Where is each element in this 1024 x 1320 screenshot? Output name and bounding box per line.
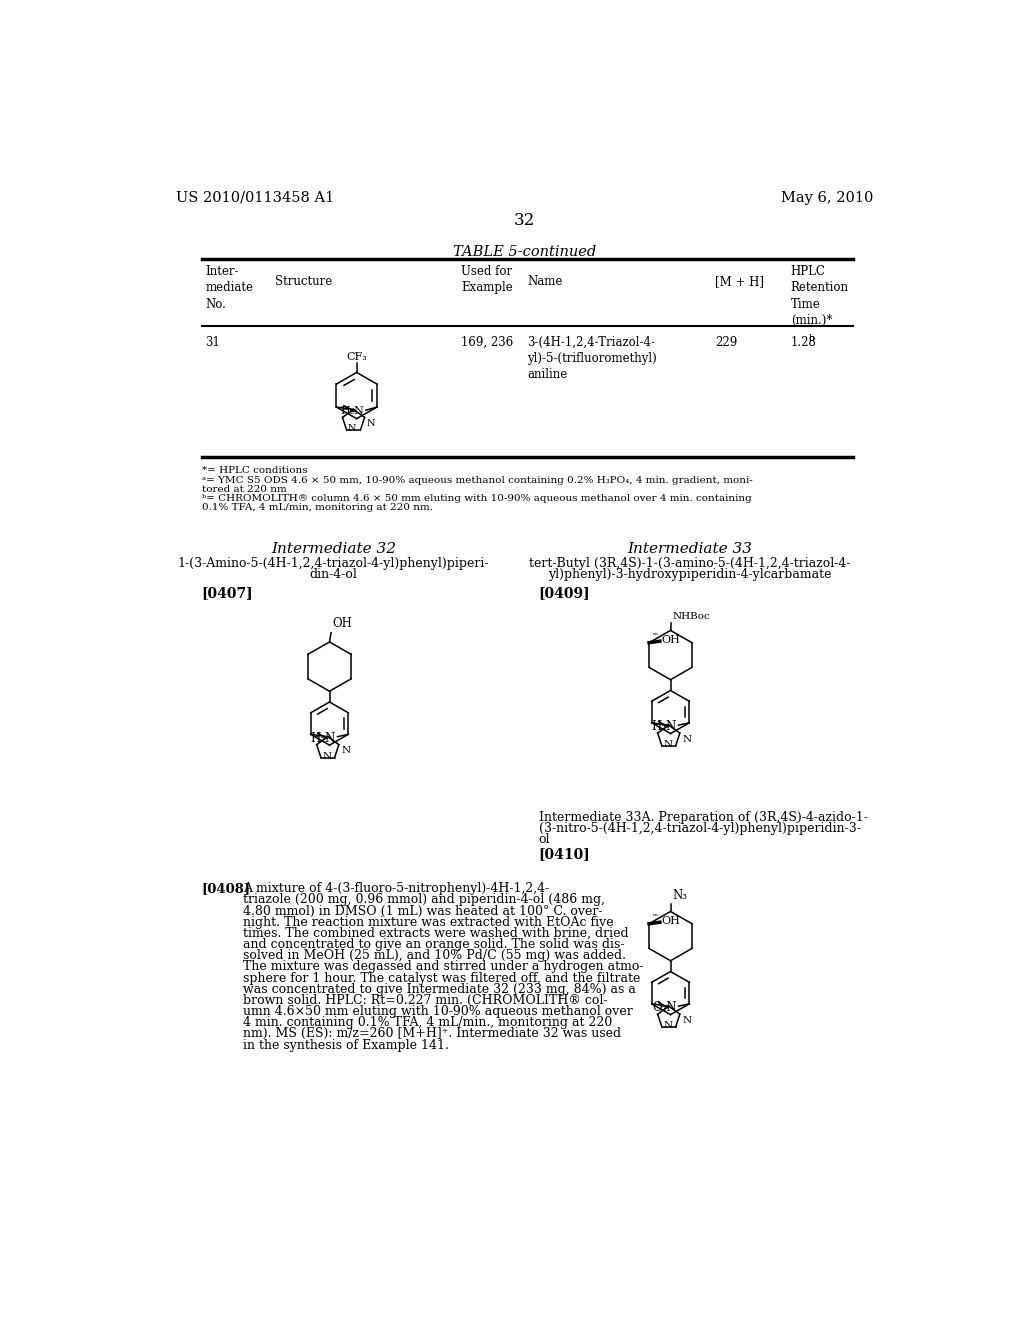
Text: Intermediate 33: Intermediate 33 (628, 543, 753, 556)
Text: 32: 32 (514, 213, 536, 230)
Text: HPLC
Retention
Time
(min.)*: HPLC Retention Time (min.)* (791, 264, 849, 327)
Text: b: b (809, 334, 815, 343)
Text: sphere for 1 hour. The catalyst was filtered off, and the filtrate: sphere for 1 hour. The catalyst was filt… (243, 972, 640, 985)
Text: ᵇ= CHROMOLITH® column 4.6 × 50 mm eluting with 10-90% aqueous methanol over 4 mi: ᵇ= CHROMOLITH® column 4.6 × 50 mm elutin… (202, 494, 752, 503)
Text: nm). MS (ES): m/z=260 [M+H]⁺. Intermediate 32 was used: nm). MS (ES): m/z=260 [M+H]⁺. Intermedia… (243, 1027, 621, 1040)
Text: CF₃: CF₃ (346, 351, 367, 362)
Text: (3-nitro-5-(4H-1,2,4-triazol-4-yl)phenyl)piperidin-3-: (3-nitro-5-(4H-1,2,4-triazol-4-yl)phenyl… (539, 822, 860, 836)
Text: in the synthesis of Example 141.: in the synthesis of Example 141. (243, 1039, 449, 1052)
Text: ol: ol (539, 833, 550, 846)
Text: 229: 229 (716, 335, 737, 348)
Text: US 2010/0113458 A1: US 2010/0113458 A1 (176, 191, 334, 205)
Text: times. The combined extracts were washed with brine, dried: times. The combined extracts were washed… (243, 927, 629, 940)
Text: H₂N: H₂N (651, 721, 677, 733)
Text: OH: OH (662, 635, 680, 645)
Text: [0408]: [0408] (202, 882, 251, 895)
Text: 0.1% TFA, 4 mL/min, monitoring at 220 nm.: 0.1% TFA, 4 mL/min, monitoring at 220 nm… (202, 503, 432, 512)
Text: [0410]: [0410] (539, 847, 591, 861)
Text: N: N (664, 741, 673, 748)
Text: N: N (348, 424, 356, 433)
Text: 1-(3-Amino-5-(4H-1,2,4-triazol-4-yl)phenyl)piperi-: 1-(3-Amino-5-(4H-1,2,4-triazol-4-yl)phen… (177, 557, 489, 570)
Text: tored at 220 nm: tored at 220 nm (202, 484, 287, 494)
Text: The mixture was degassed and stirred under a hydrogen atmo-: The mixture was degassed and stirred und… (243, 961, 643, 973)
Text: triazole (200 mg, 0.96 mmol) and piperidin-4-ol (486 mg,: triazole (200 mg, 0.96 mmol) and piperid… (243, 894, 605, 907)
Text: 4.80 mmol) in DMSO (1 mL) was heated at 100° C. over-: 4.80 mmol) in DMSO (1 mL) was heated at … (243, 904, 602, 917)
Text: [0409]: [0409] (539, 586, 591, 599)
Text: OH: OH (333, 618, 352, 631)
Text: brown solid. HPLC: Rt=0.227 min. (CHROMOLITH® col-: brown solid. HPLC: Rt=0.227 min. (CHROMO… (243, 994, 607, 1007)
Text: A mixture of 4-(3-fluoro-5-nitrophenyl)-4H-1,2,4-: A mixture of 4-(3-fluoro-5-nitrophenyl)-… (243, 882, 549, 895)
Text: *= HPLC conditions: *= HPLC conditions (202, 466, 307, 475)
Text: ᵐ: ᵐ (653, 632, 658, 640)
Text: Intermediate 33A. Preparation of (3R,4S)-4-azido-1-: Intermediate 33A. Preparation of (3R,4S)… (539, 812, 867, 825)
Text: tert-Butyl (3R,4S)-1-(3-amino-5-(4H-1,2,4-triazol-4-: tert-Butyl (3R,4S)-1-(3-amino-5-(4H-1,2,… (529, 557, 851, 570)
Text: N: N (664, 1022, 673, 1030)
Text: umn 4.6×50 mm eluting with 10-90% aqueous methanol over: umn 4.6×50 mm eluting with 10-90% aqueou… (243, 1005, 633, 1018)
Text: N: N (367, 418, 376, 428)
Text: ᵐ: ᵐ (653, 912, 658, 921)
Text: 31: 31 (206, 335, 220, 348)
Text: OH: OH (662, 916, 680, 927)
Text: N: N (341, 746, 350, 755)
Text: [M + H]: [M + H] (716, 276, 765, 289)
Text: 3-(4H-1,2,4-Triazol-4-
yl)-5-(trifluoromethyl)
aniline: 3-(4H-1,2,4-Triazol-4- yl)-5-(trifluorom… (527, 335, 656, 381)
Text: O₂N: O₂N (652, 1001, 677, 1014)
Text: Name: Name (527, 276, 562, 289)
Text: and concentrated to give an orange solid. The solid was dis-: and concentrated to give an orange solid… (243, 939, 625, 950)
Text: Inter-
mediate
No.: Inter- mediate No. (206, 264, 254, 310)
Text: Used for
Example: Used for Example (461, 264, 513, 294)
Text: 169, 236: 169, 236 (461, 335, 513, 348)
Text: yl)phenyl)-3-hydroxypiperidin-4-ylcarbamate: yl)phenyl)-3-hydroxypiperidin-4-ylcarbam… (548, 568, 831, 581)
Text: din-4-ol: din-4-ol (309, 568, 357, 581)
Text: was concentrated to give Intermediate 32 (233 mg, 84%) as a: was concentrated to give Intermediate 32… (243, 982, 636, 995)
Text: N: N (323, 751, 332, 760)
Text: N: N (682, 735, 691, 743)
Text: N₃: N₃ (672, 890, 687, 903)
Text: Structure: Structure (275, 276, 333, 289)
Text: Intermediate 32: Intermediate 32 (271, 543, 396, 556)
Text: 4 min. containing 0.1% TFA, 4 mL/min., monitoring at 220: 4 min. containing 0.1% TFA, 4 mL/min., m… (243, 1016, 612, 1030)
Text: ᵃ= YMC S5 ODS 4.6 × 50 mm, 10-90% aqueous methanol containing 0.2% H₃PO₄, 4 min.: ᵃ= YMC S5 ODS 4.6 × 50 mm, 10-90% aqueou… (202, 477, 753, 486)
Text: 1.28: 1.28 (791, 335, 816, 348)
Text: NHBoc: NHBoc (672, 612, 710, 622)
Text: H₂N: H₂N (310, 731, 336, 744)
Text: N: N (682, 1015, 691, 1024)
Text: May 6, 2010: May 6, 2010 (781, 191, 873, 205)
Text: [0407]: [0407] (202, 586, 253, 599)
Text: TABLE 5-continued: TABLE 5-continued (454, 244, 596, 259)
Text: solved in MeOH (25 mL), and 10% Pd/C (55 mg) was added.: solved in MeOH (25 mL), and 10% Pd/C (55… (243, 949, 626, 962)
Text: night. The reaction mixture was extracted with EtOAc five: night. The reaction mixture was extracte… (243, 916, 613, 929)
Text: H₂N: H₂N (341, 407, 365, 416)
